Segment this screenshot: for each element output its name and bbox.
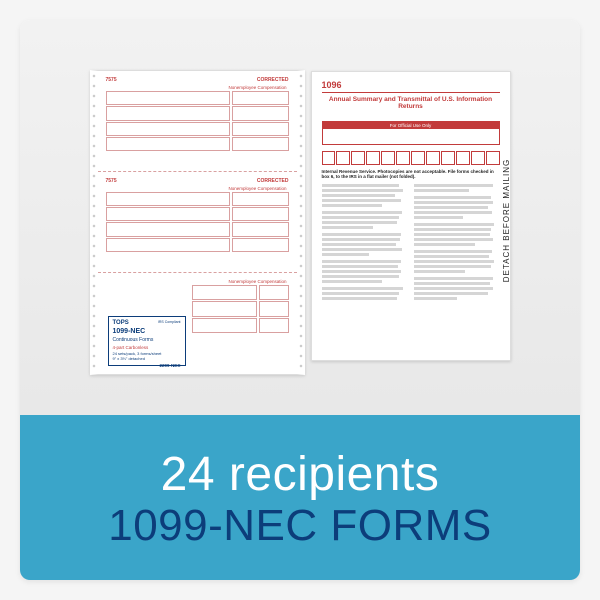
field-box (232, 122, 289, 136)
product-name: 1099-NEC (113, 328, 181, 336)
checkbox-cell (486, 151, 500, 165)
checkbox-row (322, 151, 500, 165)
brand: TOPS (113, 320, 129, 327)
form-comp-label: Nonemployee Compensation (106, 85, 289, 90)
checkbox-cell (366, 151, 380, 165)
field-box (232, 137, 289, 151)
form-code: 7575 (106, 77, 117, 83)
product-code: 2299-NEC (113, 363, 181, 368)
checkbox-cell (471, 151, 485, 165)
field-box (232, 238, 289, 252)
field-box (232, 192, 289, 206)
field-box (106, 122, 230, 136)
field-box (192, 301, 257, 316)
checkbox-cell (411, 151, 425, 165)
official-use-box: For Official Use Only (322, 121, 500, 145)
field-box (232, 91, 289, 105)
field-box (106, 91, 230, 105)
detach-label: DETACH BEFORE MAILING (502, 158, 511, 282)
field-box (259, 301, 289, 316)
form-segment: Nonemployee Compensation TOP (98, 273, 297, 374)
product-detail: 4-part Carbonless (113, 345, 181, 350)
corrected-label: CORRECTED (257, 77, 289, 83)
product-size: 9" x 3⅔" detached (113, 357, 181, 362)
back-warning-text: Internal Revenue Service. Photocopies ar… (322, 169, 500, 180)
form-sheet-front: 7575 CORRECTED Nonemployee Compensation (90, 70, 305, 375)
form-comp-label: Nonemployee Compensation (192, 279, 289, 284)
field-box (232, 222, 289, 236)
field-box (106, 137, 230, 151)
field-box (259, 318, 289, 333)
product-card: 7575 CORRECTED Nonemployee Compensation (20, 20, 580, 580)
form-segment: 7575 CORRECTED Nonemployee Compensation (98, 71, 297, 172)
product-subtitle: Continuous Forms (113, 337, 181, 343)
back-form-title: Annual Summary and Transmittal of U.S. I… (322, 96, 500, 112)
field-box (106, 238, 230, 252)
field-box (232, 207, 289, 221)
banner-line1: 24 recipients (161, 450, 440, 500)
field-box (192, 285, 257, 300)
form-code: 7575 (106, 178, 117, 184)
checkbox-cell (426, 151, 440, 165)
checkbox-cell (456, 151, 470, 165)
corrected-label: CORRECTED (257, 178, 289, 184)
back-form-number: 1096 (322, 80, 500, 93)
product-image-area: 7575 CORRECTED Nonemployee Compensation (20, 20, 580, 415)
marketing-banner: 24 recipients 1099-NEC FORMS (20, 415, 580, 580)
form-sheet-back: 1096 Annual Summary and Transmittal of U… (311, 71, 511, 361)
product-label-box: TOPS IRS Compliant 1099-NEC Continuous F… (108, 316, 186, 366)
field-box (192, 318, 257, 333)
form-segment: 7575 CORRECTED Nonemployee Compensation (98, 172, 297, 273)
field-box (106, 207, 230, 221)
field-box (106, 222, 230, 236)
field-box (232, 106, 289, 120)
back-instructions (322, 184, 500, 324)
checkbox-cell (396, 151, 410, 165)
form-comp-label: Nonemployee Compensation (106, 186, 289, 191)
compliant-badge: IRS Compliant (158, 320, 181, 327)
field-box (106, 192, 230, 206)
checkbox-cell (336, 151, 350, 165)
field-box (106, 106, 230, 120)
checkbox-cell (441, 151, 455, 165)
field-box (259, 285, 289, 300)
checkbox-cell (322, 151, 336, 165)
checkbox-cell (381, 151, 395, 165)
official-use-label: For Official Use Only (323, 122, 499, 129)
checkbox-cell (351, 151, 365, 165)
banner-line2: 1099-NEC FORMS (108, 503, 492, 549)
